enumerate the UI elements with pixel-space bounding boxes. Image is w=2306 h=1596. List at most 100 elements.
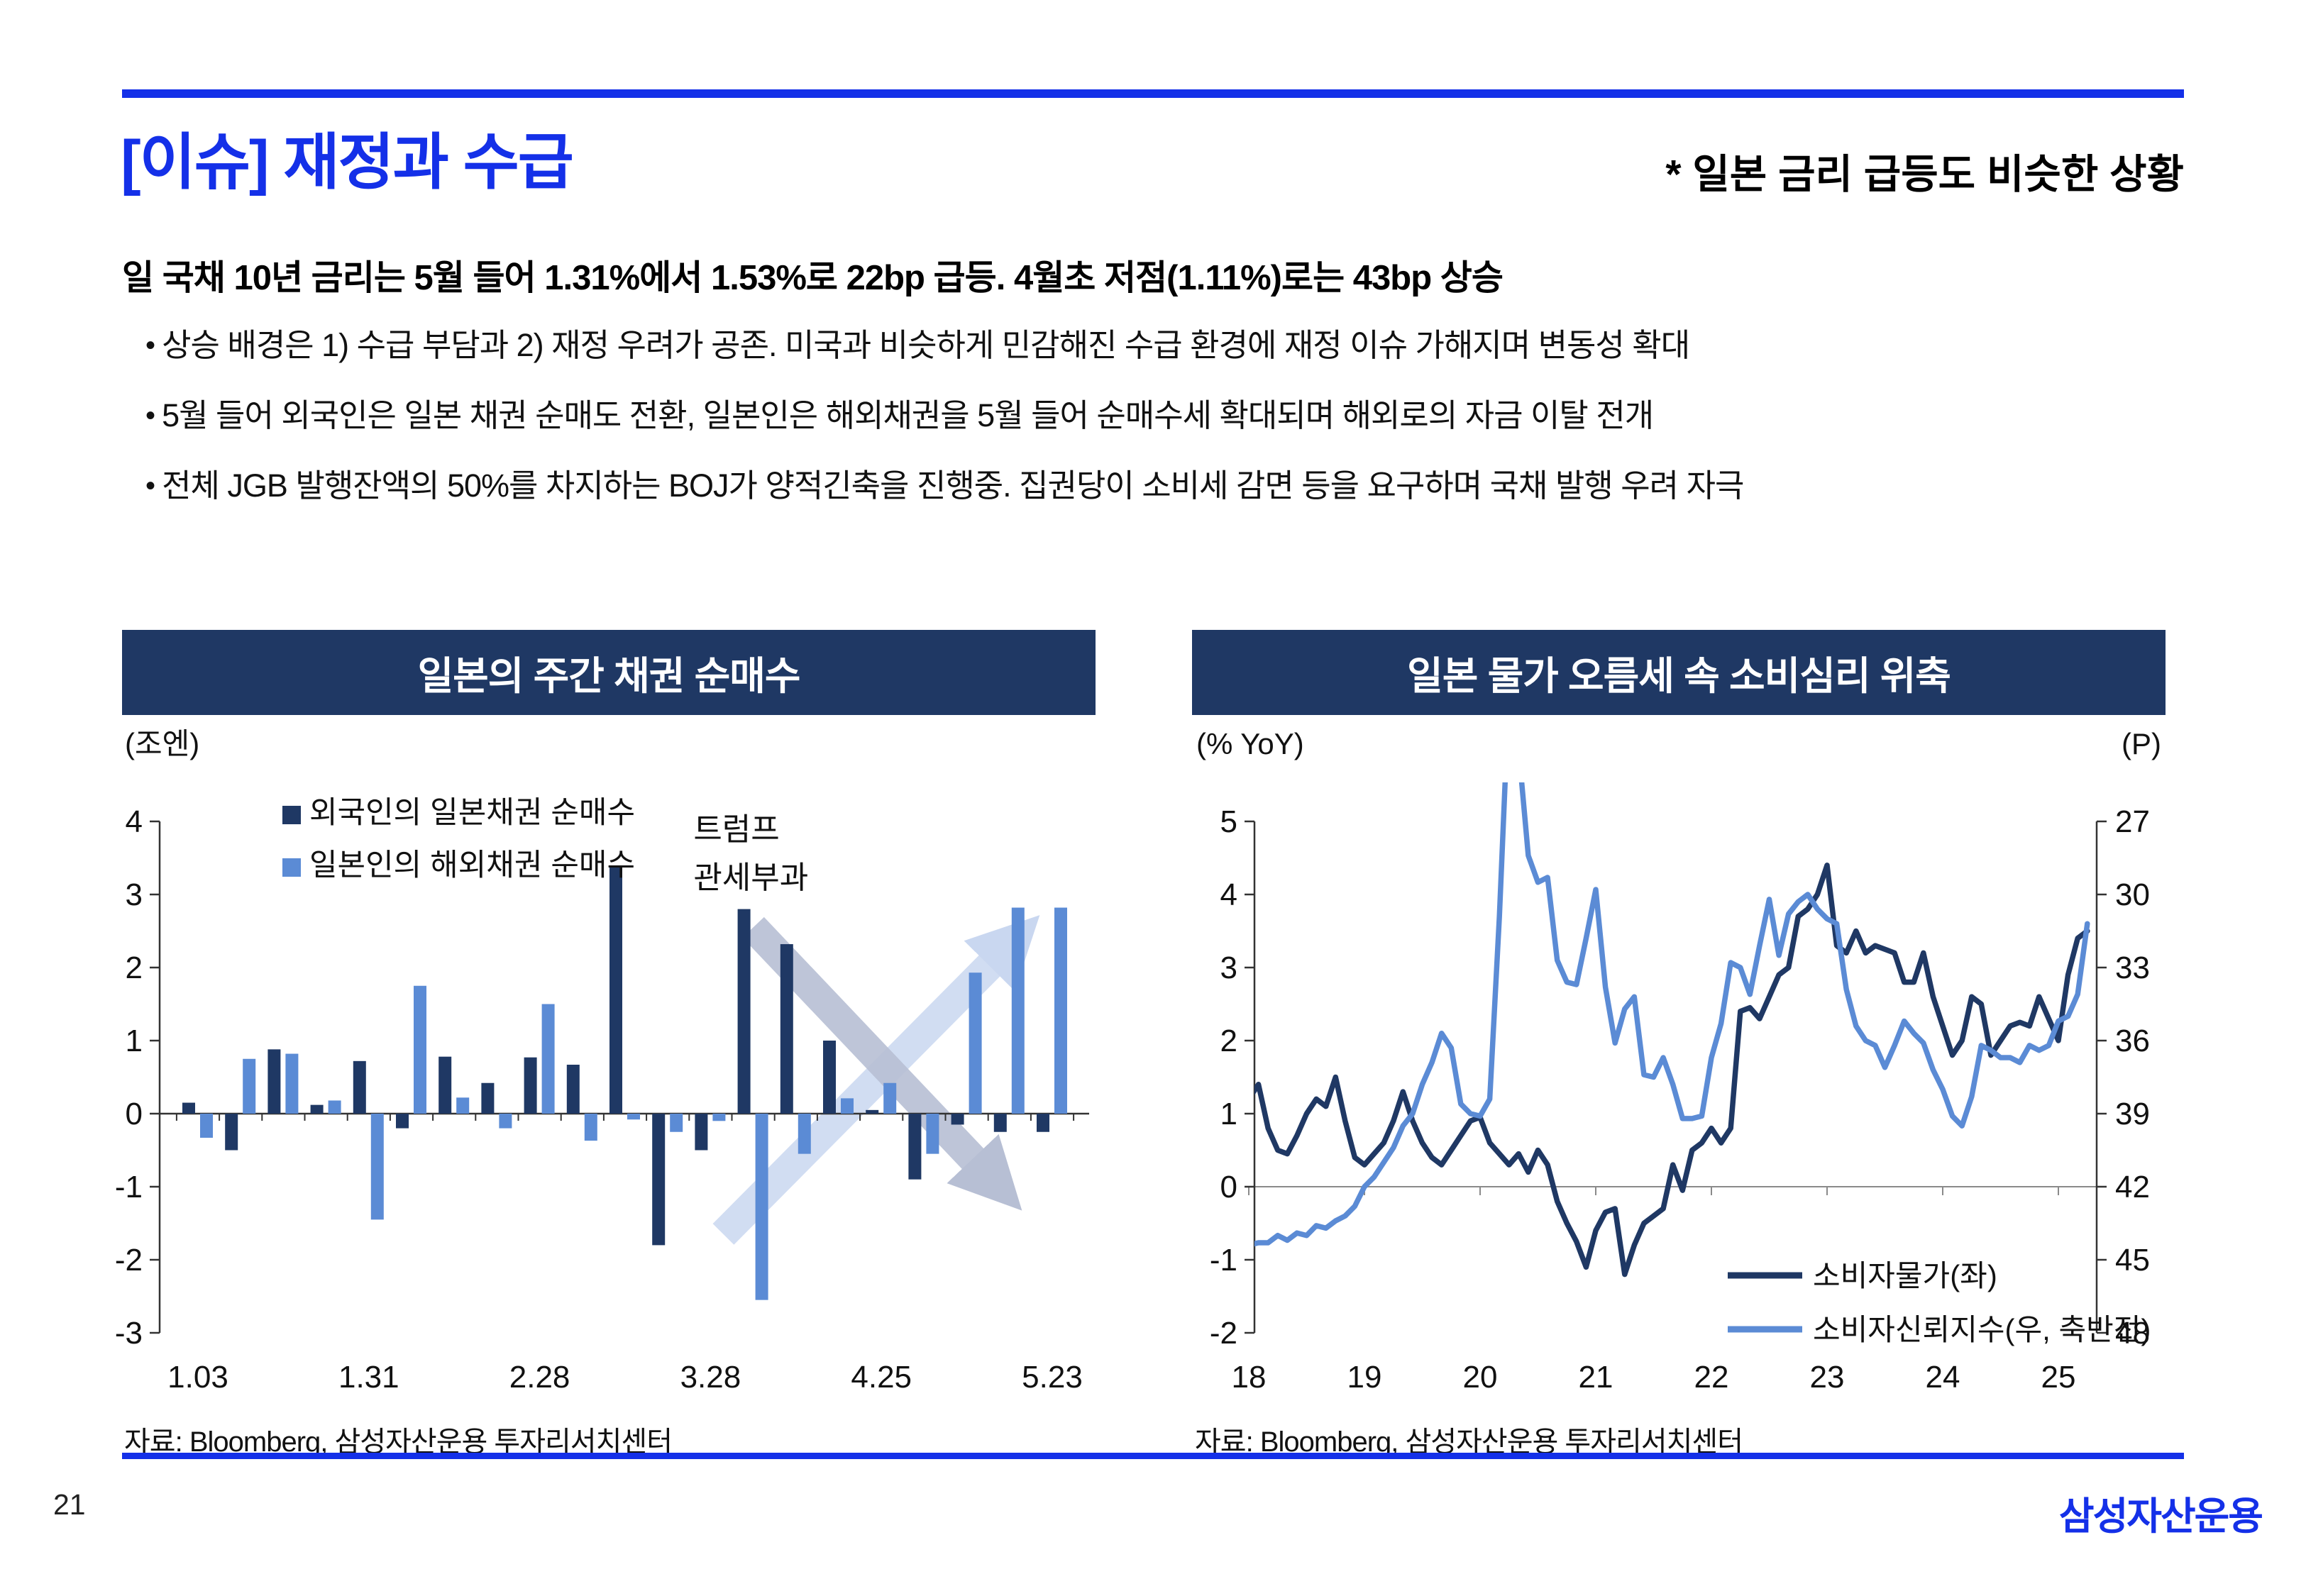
bar xyxy=(866,1109,879,1114)
bar xyxy=(243,1058,256,1114)
bar xyxy=(225,1114,238,1151)
bar xyxy=(481,1082,495,1114)
y-tick-label: 2 xyxy=(126,951,143,985)
bar xyxy=(1037,1114,1049,1132)
bar xyxy=(370,1114,384,1220)
bar xyxy=(926,1114,939,1154)
bar xyxy=(993,1114,1007,1132)
page-title: [이슈] 재정과 수급 xyxy=(121,128,574,196)
x-tick-label: 21 xyxy=(1579,1360,1613,1395)
right-tick-label: 33 xyxy=(2115,951,2150,985)
right-chart-title-banner: 일본 물가 오름세 속 소비심리 위축 xyxy=(1192,630,2166,715)
bar xyxy=(780,944,793,1114)
left-axis-label: (% YoY) xyxy=(1196,727,1304,760)
bar xyxy=(499,1114,512,1129)
left-chart-source: 자료: Bloomberg, 삼성자산운용 투자리서치센터 xyxy=(124,1426,673,1458)
lead-statement: 일 국채 10년 금리는 5월 들어 1.31%에서 1.53%로 22bp 급… xyxy=(122,259,1504,297)
bar xyxy=(414,985,426,1114)
bar xyxy=(541,1004,555,1114)
x-tick-label: 23 xyxy=(1810,1360,1845,1395)
bullet-item: 상승 배경은 1) 수급 부담과 2) 재정 우려가 공존. 미국과 비슷하게 … xyxy=(145,328,1743,365)
x-tick-label: 24 xyxy=(1926,1360,1960,1395)
top-rule xyxy=(122,89,2184,98)
left-tick-label: 2 xyxy=(1220,1024,1237,1058)
y-tick-label: 3 xyxy=(126,877,143,912)
bar xyxy=(908,1114,922,1180)
bullet-item: 5월 들어 외국인은 일본 채권 순매도 전환, 일본인은 해외채권을 5월 들… xyxy=(145,398,1743,435)
bar xyxy=(841,1098,854,1114)
right-tick-label: 45 xyxy=(2115,1243,2150,1278)
left-tick-label: -2 xyxy=(1210,1316,1237,1351)
bar xyxy=(328,1100,341,1114)
left-tick-label: 0 xyxy=(1220,1170,1237,1204)
right-tick-label: 36 xyxy=(2115,1024,2150,1058)
y-tick-label: -2 xyxy=(115,1243,143,1278)
bar xyxy=(353,1060,366,1114)
bar xyxy=(200,1114,213,1138)
annotation-text: 관세부과 xyxy=(693,860,808,895)
bar xyxy=(267,1049,281,1114)
x-tick-label: 1.31 xyxy=(338,1360,399,1395)
bar xyxy=(285,1053,299,1114)
bar xyxy=(712,1114,726,1121)
y-tick-label: -3 xyxy=(115,1316,143,1351)
x-tick-label: 5.23 xyxy=(1022,1360,1083,1395)
legend-swatch xyxy=(282,858,301,877)
legend-label: 일본인의 해외채권 순매수 xyxy=(309,848,635,882)
x-tick-label: 18 xyxy=(1232,1360,1267,1395)
title-note: * 일본 금리 급등도 비슷한 상황 xyxy=(1665,152,2184,197)
x-tick-label: 19 xyxy=(1347,1360,1382,1395)
bar xyxy=(627,1114,640,1120)
legend-swatch xyxy=(282,806,301,824)
legend-label: 소비자물가(좌) xyxy=(1813,1259,1997,1292)
left-tick-label: 3 xyxy=(1220,951,1237,985)
x-tick-label: 22 xyxy=(1694,1360,1729,1395)
bar xyxy=(456,1097,470,1114)
bar xyxy=(823,1041,836,1114)
series-line xyxy=(1254,782,2090,1247)
bar xyxy=(584,1114,597,1141)
axis-unit-label: (조엔) xyxy=(125,727,199,760)
bar xyxy=(524,1057,537,1114)
right-tick-label: 30 xyxy=(2115,877,2150,912)
bar xyxy=(566,1064,580,1114)
bar xyxy=(396,1114,409,1129)
right-tick-label: 48 xyxy=(2115,1316,2150,1351)
legend-label: 외국인의 일본채권 순매수 xyxy=(309,796,635,830)
left-tick-label: 1 xyxy=(1220,1097,1237,1131)
bar xyxy=(969,972,982,1114)
bar xyxy=(652,1114,666,1246)
bullet-list: 상승 배경은 1) 수급 부담과 2) 재정 우려가 공존. 미국과 비슷하게 … xyxy=(145,328,1744,538)
y-tick-label: 4 xyxy=(126,804,143,839)
bar xyxy=(609,866,622,1114)
x-tick-label: 2.28 xyxy=(509,1360,570,1395)
bar xyxy=(310,1104,324,1114)
right-tick-label: 39 xyxy=(2115,1097,2150,1131)
bar xyxy=(695,1114,708,1151)
left-tick-label: -1 xyxy=(1210,1243,1237,1278)
series-line xyxy=(1254,863,2090,1278)
x-tick-label: 4.25 xyxy=(851,1360,912,1395)
legend-label: 소비자신뢰지수(우, 축반전) xyxy=(1813,1313,2151,1346)
right-tick-label: 27 xyxy=(2115,804,2150,839)
trend-arrow xyxy=(712,915,1040,1245)
bar xyxy=(670,1114,683,1132)
bullet-item: 전체 JGB 발행잔액의 50%를 차지하는 BOJ가 양적긴축을 진행중. 집… xyxy=(145,468,1744,505)
bar xyxy=(737,909,751,1114)
y-tick-label: 1 xyxy=(126,1024,143,1058)
bar xyxy=(798,1114,811,1154)
bar xyxy=(182,1102,195,1114)
bar xyxy=(438,1056,452,1114)
x-tick-label: 20 xyxy=(1463,1360,1498,1395)
left-tick-label: 4 xyxy=(1220,877,1237,912)
bar xyxy=(1011,907,1025,1114)
bar xyxy=(883,1082,897,1114)
x-tick-label: 1.03 xyxy=(167,1360,228,1395)
bottom-rule xyxy=(122,1453,2184,1459)
left-chart-title-banner: 일본의 주간 채권 순매수 xyxy=(122,630,1096,715)
annotation-text: 트럼프 xyxy=(693,812,779,847)
company-logo: 삼성자산운용 xyxy=(2058,1495,2263,1538)
y-tick-label: 0 xyxy=(126,1097,143,1131)
left-tick-label: 5 xyxy=(1220,804,1237,839)
cpi-confidence-line-chart: 18 19 20 21 22 23 24 25543210-1-227303336394245… xyxy=(1196,727,2161,1395)
